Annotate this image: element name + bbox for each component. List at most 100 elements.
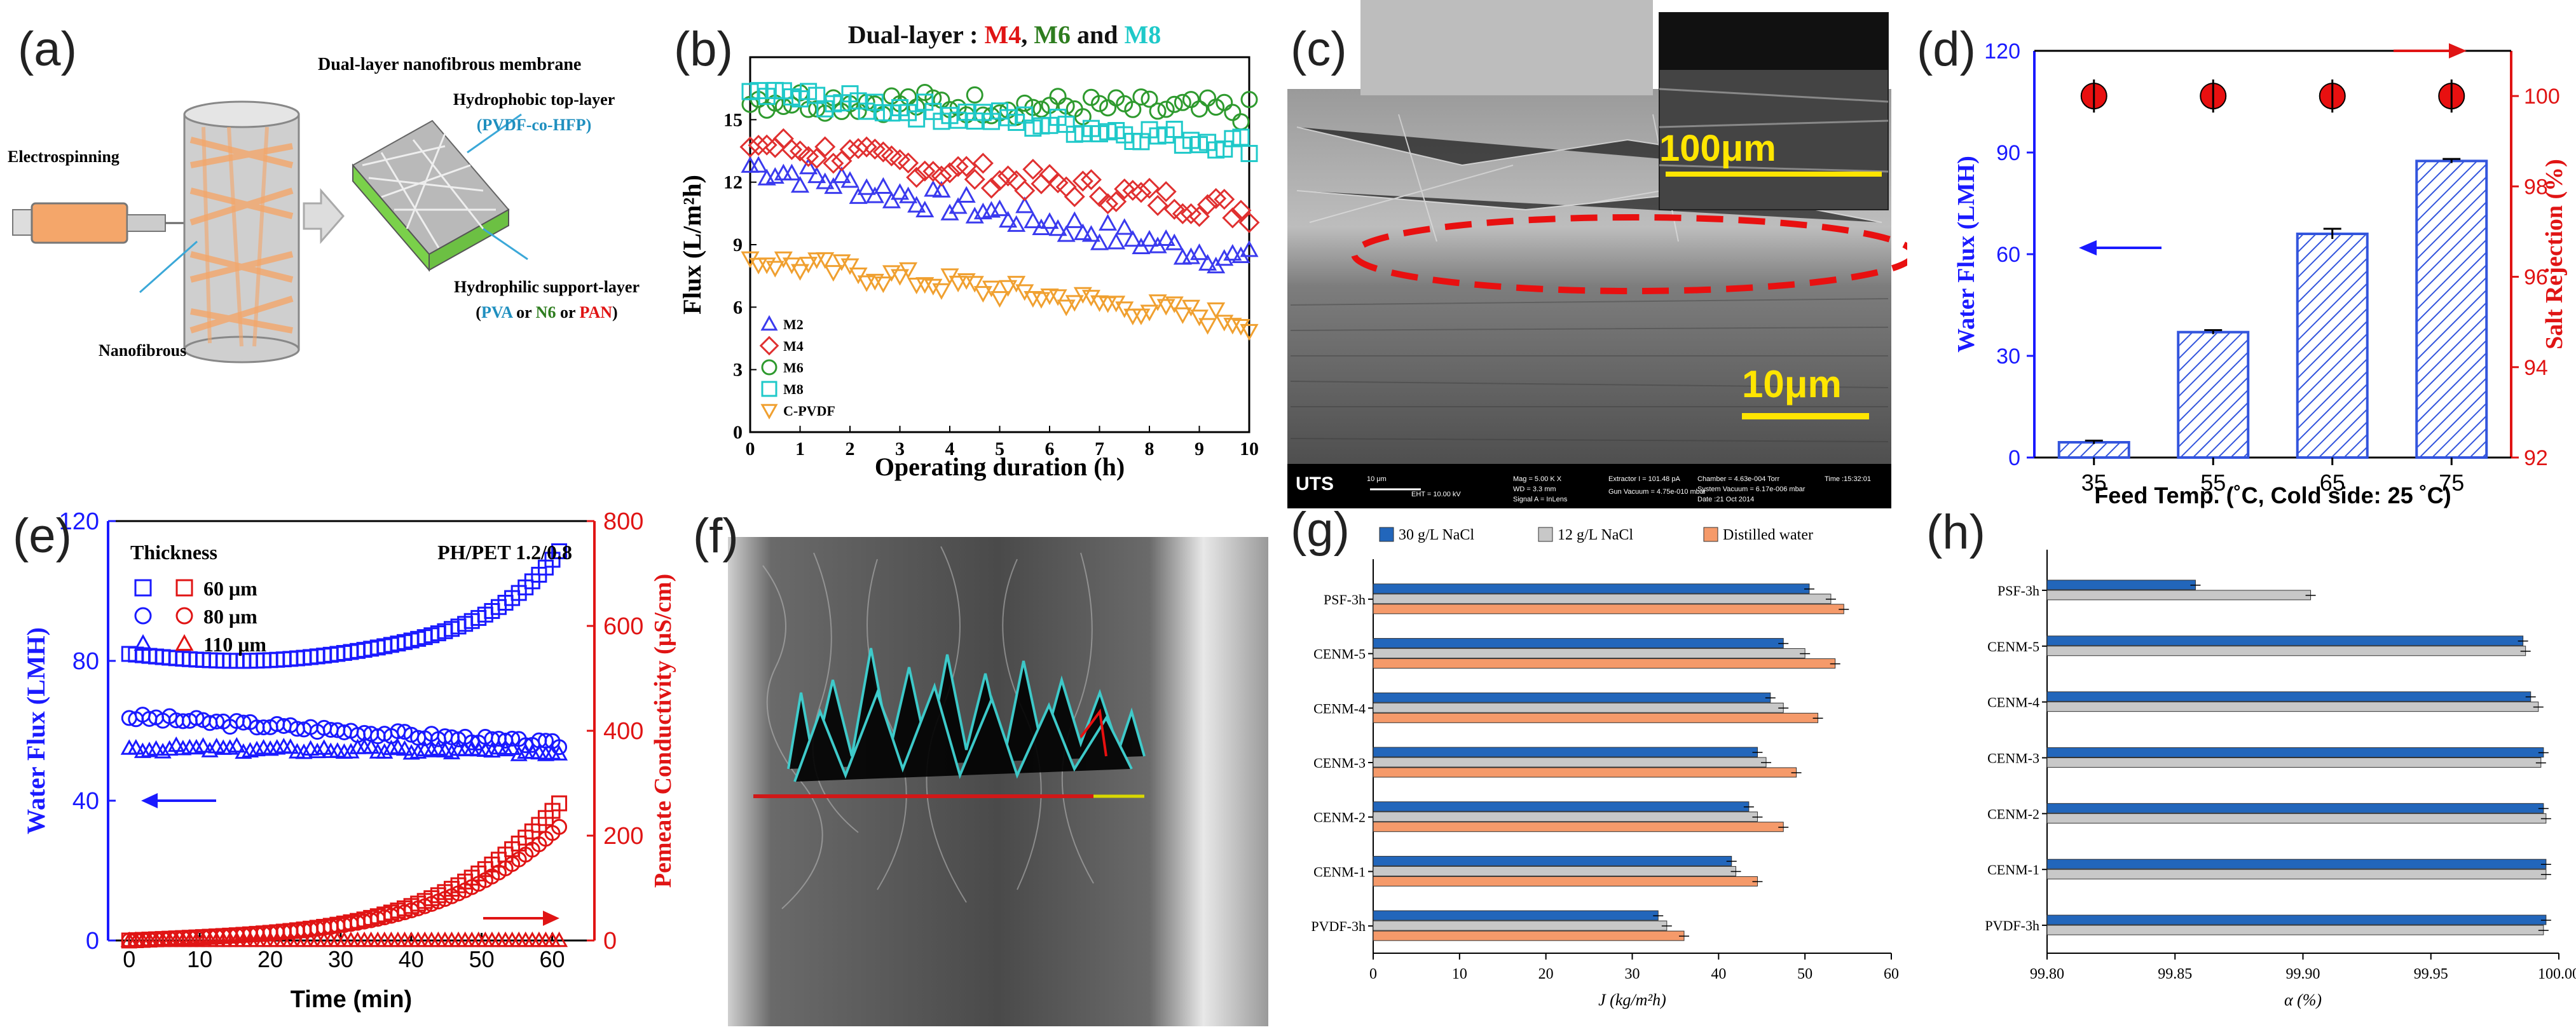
data-point [874, 177, 893, 194]
sem-meta-item: WD = 3.3 mm [1513, 485, 1556, 493]
scale-bar-top: 100μm [1659, 128, 1776, 169]
panel-a: (a) Electrospinning Nan [0, 0, 661, 381]
data-point [1182, 91, 1200, 109]
membrane-block [352, 119, 510, 272]
data-point [832, 166, 851, 184]
data-point [1099, 214, 1118, 231]
data-point [1040, 212, 1059, 229]
data-point [965, 207, 984, 224]
data-point [201, 742, 219, 757]
data-point [1140, 304, 1159, 322]
data-point [1073, 223, 1092, 240]
legend-label: M8 [783, 381, 804, 397]
data-point [1149, 102, 1167, 120]
x-tick-label: 10 [1452, 966, 1467, 982]
data-point [980, 177, 1002, 199]
data-point [1197, 194, 1219, 215]
x-tick-label: 75 [2439, 470, 2464, 496]
data-point [437, 891, 453, 907]
data-point [857, 275, 876, 292]
fiber-overlay [787, 648, 1146, 782]
data-point [1207, 302, 1226, 320]
x-tick-label: 50 [1797, 966, 1812, 982]
data-point [1191, 100, 1208, 118]
data-point [1057, 225, 1076, 242]
data-point [939, 162, 961, 184]
data-point [295, 743, 313, 759]
category-label: CENM-5 [1313, 646, 1366, 662]
data-point [1198, 254, 1217, 271]
legend-marker [761, 359, 778, 376]
category-label: PVDF-3h [1311, 918, 1366, 934]
data-point [1238, 212, 1260, 233]
data-point [908, 110, 926, 128]
data-point [1090, 233, 1109, 250]
data-point [1139, 177, 1160, 199]
bar [2046, 925, 2544, 935]
top-layer-label: Hydrophobic top-layer [453, 90, 615, 109]
bar [1373, 757, 1767, 768]
cross-section-micrograph [728, 537, 1268, 1026]
legend-marker [134, 579, 152, 597]
category-label: CENM-4 [1313, 700, 1366, 716]
bar [2046, 813, 2547, 824]
legend-marker [760, 404, 778, 420]
panel-c: (c) 100μm 10μm UTS 10 μm EHT = 10.00 kV Ma… [1271, 0, 1907, 508]
panel-h: (h) 99.80 99.85 99.90 99.95 100.00 α (%) PSF-3… [1914, 502, 2576, 1032]
flux-bar-chart: 0 10 20 30 40 50 60 J (kg/m²h) PSF-3h CENM-5 CENM-… [1311, 527, 1899, 1009]
sem-meta-item: Signal A = InLens [1513, 496, 1568, 503]
legend-marker [175, 634, 194, 651]
legend-label: M2 [783, 316, 804, 332]
sem-meta-item: Mag = 5.00 K X [1513, 475, 1562, 483]
data-point [483, 742, 501, 758]
data-point [1199, 89, 1217, 107]
x-axis-title: Operating duration (h) [875, 452, 1125, 481]
arrowhead-icon [2449, 43, 2467, 58]
data-point [816, 252, 835, 269]
membrane-schematic: Electrospinning Nanofibrous Dual-layer n… [8, 55, 640, 363]
x-tick-label: 60 [539, 946, 565, 972]
data-point [1231, 318, 1250, 336]
x-tick-label: 20 [1538, 966, 1554, 982]
pointer-line [467, 113, 522, 154]
legend-swatch [1379, 527, 1394, 542]
bar [1373, 692, 1771, 703]
bar [2046, 869, 2547, 879]
data-point [757, 257, 776, 275]
data-point [1015, 196, 1034, 214]
data-point [551, 745, 568, 761]
data-point [799, 158, 818, 175]
data-point [1049, 88, 1067, 105]
data-point [1132, 308, 1151, 325]
data-point [1173, 248, 1192, 265]
data-point [1173, 307, 1192, 324]
data-point [235, 714, 252, 731]
support-layer-materials: (PVA or N6 or PAN) [476, 303, 617, 322]
data-point [965, 276, 984, 293]
data-point [1097, 193, 1119, 215]
y-tick-label: 6 [733, 297, 743, 318]
data-point [931, 165, 952, 187]
data-point [194, 737, 212, 753]
x-tick-label: 0 [1369, 966, 1377, 982]
y-tick-label: 120 [59, 508, 99, 535]
bar [2046, 691, 2531, 702]
data-point [376, 743, 394, 759]
data-point [957, 186, 976, 203]
data-point [789, 140, 811, 162]
y2-tick-label: 94 [2524, 356, 2548, 380]
y2-tick-label: 800 [603, 508, 643, 535]
sem-meta-item: Gun Vacuum = 4.75e-010 mbar [1608, 488, 1706, 496]
data-point [907, 196, 926, 213]
data-point [790, 176, 810, 193]
y-axis-title: Water Flux (LMH) [22, 627, 50, 834]
y2-tick-label: 92 [2524, 446, 2548, 470]
data-point [362, 738, 380, 754]
x-tick-label: 99.95 [2414, 966, 2448, 982]
data-point [504, 739, 521, 756]
data-point [1205, 187, 1227, 209]
data-point [302, 740, 320, 756]
data-point [1132, 88, 1150, 106]
bar [1373, 712, 1819, 723]
